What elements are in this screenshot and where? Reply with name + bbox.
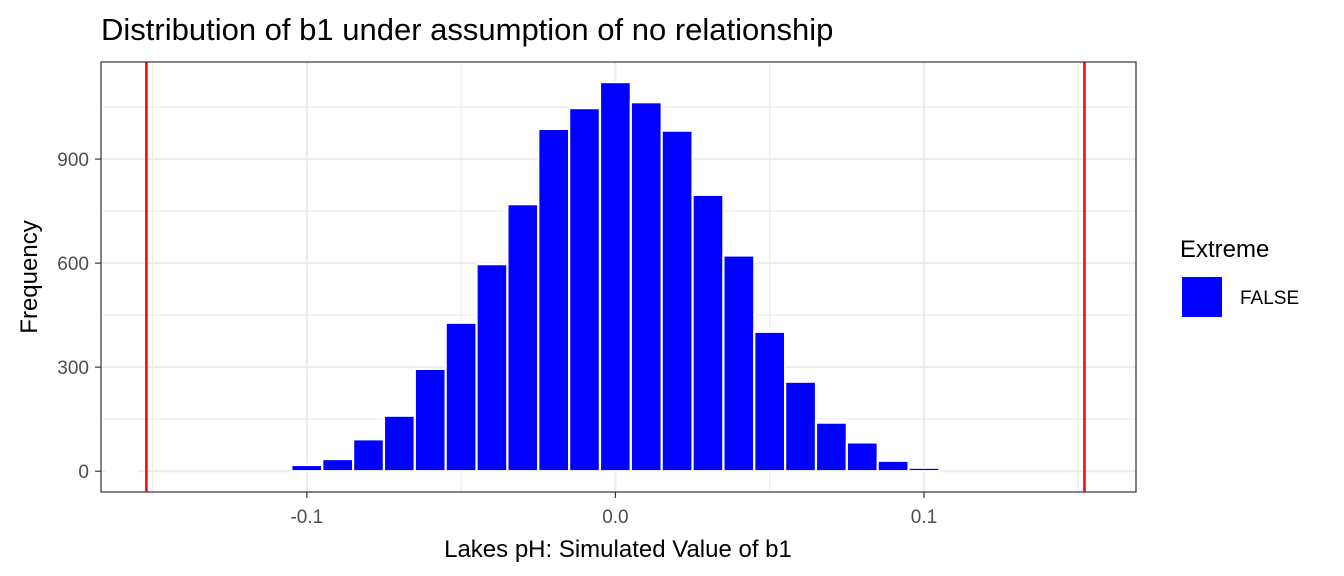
histogram-bar <box>660 129 694 473</box>
histogram-bar <box>290 463 324 473</box>
x-axis: -0.1 0.0 0.1 <box>290 492 937 528</box>
y-tick-label: 900 <box>57 150 89 171</box>
histogram-bar <box>907 466 941 473</box>
x-axis-title: Lakes pH: Simulated Value of b1 <box>444 536 792 563</box>
histogram-bar <box>382 414 416 473</box>
histogram-bar <box>629 101 663 473</box>
x-tick-label: 0.1 <box>911 507 937 528</box>
histogram-bar <box>814 421 848 473</box>
plot-panel <box>100 61 1137 493</box>
histogram-bar <box>845 441 879 473</box>
histogram-bar <box>105 469 139 473</box>
histogram-bar <box>691 193 725 473</box>
y-tick-label: 600 <box>57 254 89 275</box>
y-tick-label: 300 <box>57 358 89 379</box>
histogram-bar <box>352 438 386 473</box>
x-tick-label: -0.1 <box>290 507 323 528</box>
histogram-bar <box>413 367 447 473</box>
y-axis: 0 300 600 900 <box>57 150 101 483</box>
y-tick-label: 0 <box>78 462 89 483</box>
legend: Extreme FALSE <box>1180 236 1299 317</box>
panel-border <box>100 61 1137 493</box>
chart-title: Distribution of b1 under assumption of n… <box>101 12 833 47</box>
histogram-bar <box>506 203 540 473</box>
histogram-bar <box>444 321 478 473</box>
histogram-bar <box>753 330 787 473</box>
histogram-bar <box>568 107 602 473</box>
legend-title: Extreme <box>1180 236 1269 263</box>
histogram-bar <box>722 254 756 473</box>
histogram-bar <box>321 457 355 473</box>
y-axis-title: Frequency <box>16 220 43 333</box>
legend-label: FALSE <box>1240 288 1299 309</box>
histogram-bar <box>784 380 818 473</box>
histogram-bar <box>537 127 571 473</box>
histogram-bar <box>598 81 632 473</box>
x-tick-label: 0.0 <box>602 507 628 528</box>
histogram-bar <box>876 459 910 473</box>
legend-key <box>1182 277 1222 317</box>
histogram-bar <box>475 263 509 473</box>
